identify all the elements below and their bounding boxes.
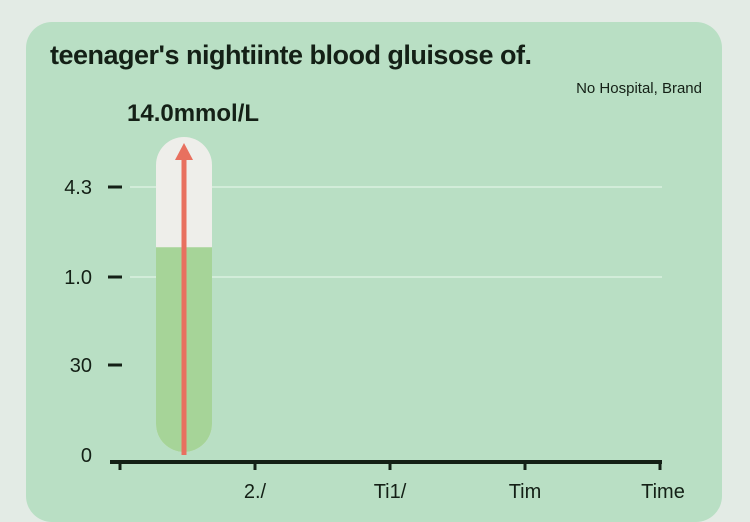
y-tick-label: 1.0	[64, 267, 92, 289]
y-tick-label: 4.3	[64, 177, 92, 199]
y-tick-label: 30	[70, 355, 92, 377]
chart-card	[26, 22, 722, 522]
x-tick-label: Ti1/	[374, 481, 407, 500]
chart-plot: 0 30 1.0 4.3 2./ Ti1/Tim Time	[64, 137, 685, 500]
x-tick-label: Time	[641, 481, 685, 500]
chart-title: teenager's nightiinte blood gluisose of.	[50, 40, 532, 70]
data-label: 14.0mmol/L	[127, 100, 260, 127]
x-tick-label: 2./	[244, 481, 267, 500]
arrow-head	[175, 143, 193, 160]
x-tick-label: Tim	[509, 481, 542, 500]
chart-subtitle: No Hospital, Brand	[576, 80, 702, 97]
y-tick-label: 0	[81, 445, 92, 467]
